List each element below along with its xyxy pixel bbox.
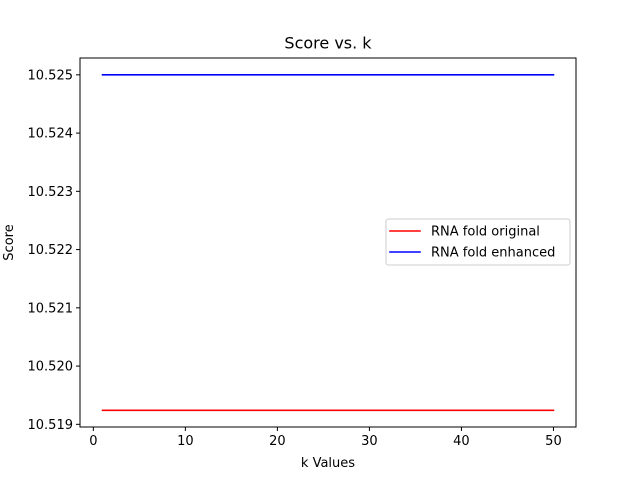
axes-frame <box>79 57 577 428</box>
x-axis-label: k Values <box>301 456 355 471</box>
y-axis-label: Score <box>2 224 17 260</box>
plot-area <box>101 74 555 412</box>
x-tick-label: 30 <box>361 434 378 449</box>
x-axis-ticks: 0 10 20 30 40 50 <box>89 427 562 449</box>
x-tick-label: 10 <box>177 434 194 449</box>
chart-title: Score vs. k <box>284 34 372 53</box>
x-tick-label: 50 <box>545 434 562 449</box>
legend-label: RNA fold original <box>431 225 540 240</box>
legend-label: RNA fold enhanced <box>431 246 555 261</box>
legend-box <box>385 218 571 266</box>
y-axis-ticks: 10.519 10.520 10.521 10.522 10.523 10.524 10.5… <box>28 68 80 433</box>
legend: RNA fold original RNA fold enhanced <box>385 218 571 266</box>
x-tick-label: 40 <box>453 434 470 449</box>
y-tick-label: 10.520 <box>28 360 74 375</box>
y-tick-label: 10.524 <box>28 127 74 142</box>
y-tick-label: 10.519 <box>28 418 74 433</box>
y-tick-label: 10.525 <box>28 68 74 83</box>
x-tick-label: 0 <box>89 434 97 449</box>
x-tick-label: 20 <box>269 434 286 449</box>
y-tick-label: 10.523 <box>28 185 74 200</box>
y-tick-label: 10.521 <box>28 301 74 316</box>
y-tick-label: 10.522 <box>28 243 74 258</box>
